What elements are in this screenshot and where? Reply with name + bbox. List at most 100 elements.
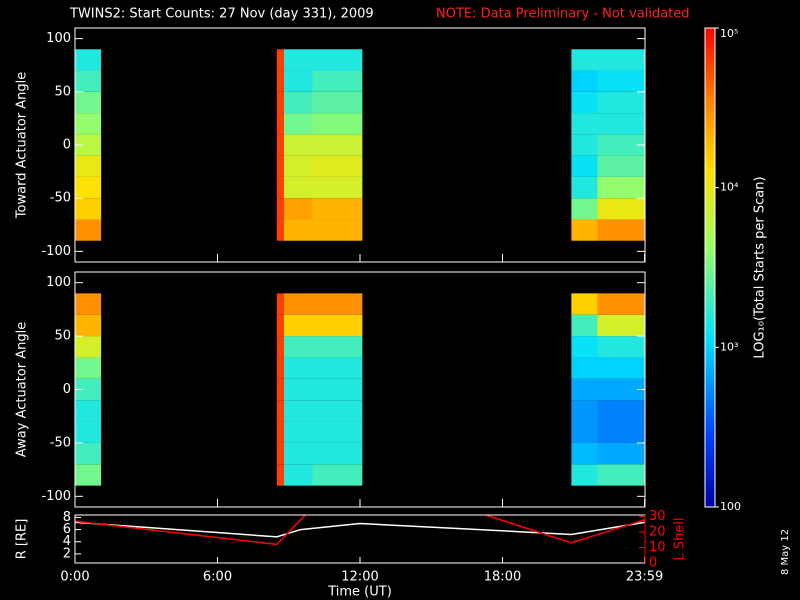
heatmap-cell bbox=[312, 198, 363, 220]
heatmap-cell bbox=[571, 176, 598, 199]
heatmap-cell bbox=[284, 378, 313, 401]
heatmap-cell bbox=[597, 219, 645, 241]
heatmap-cell bbox=[75, 314, 102, 337]
colorbar-tick-label: 10³ bbox=[720, 340, 738, 353]
x-axis-label: Time (UT) bbox=[327, 585, 392, 600]
heatmap-cell bbox=[312, 336, 363, 358]
heatmap-cell bbox=[597, 314, 645, 337]
heatmap-cell bbox=[276, 155, 284, 177]
heatmap-cell bbox=[284, 155, 313, 177]
heatmap-cell bbox=[312, 219, 363, 241]
heatmap-cell bbox=[312, 134, 363, 156]
y-tick-label: -100 bbox=[41, 489, 71, 504]
heatmap-cell bbox=[75, 357, 102, 379]
y2-tick-label: 0 bbox=[649, 556, 657, 571]
heatmap-cell bbox=[75, 113, 102, 135]
heatmap-cell bbox=[284, 198, 313, 220]
heatmap-cell bbox=[597, 91, 645, 114]
heatmap-cell bbox=[597, 155, 645, 177]
heatmap-cell bbox=[276, 176, 284, 199]
y-axis-label: Toward Actuator Angle bbox=[15, 72, 30, 219]
heatmap-cell bbox=[597, 336, 645, 358]
date: 8 May 12 bbox=[780, 529, 791, 575]
y-tick-label: 2 bbox=[63, 546, 71, 561]
y-tick-label: -100 bbox=[41, 244, 71, 259]
y-axis-label: R [RE] bbox=[15, 519, 30, 560]
heatmap-cell bbox=[571, 314, 598, 337]
heatmap-cell bbox=[597, 442, 645, 465]
heatmap-cell bbox=[276, 219, 284, 241]
heatmap-cell bbox=[75, 155, 102, 177]
heatmap-cell bbox=[75, 421, 102, 443]
heatmap-cell bbox=[312, 464, 363, 486]
heatmap-cell bbox=[312, 113, 363, 135]
heatmap-cell bbox=[571, 357, 598, 379]
heatmap-cell bbox=[276, 134, 284, 156]
heatmap-cell bbox=[75, 464, 102, 486]
heatmap-cell bbox=[312, 314, 363, 337]
heatmap-cell bbox=[571, 219, 598, 241]
heatmap-cell bbox=[75, 198, 102, 220]
heatmap-cell bbox=[276, 91, 284, 114]
heatmap-cell bbox=[284, 176, 313, 199]
data-line bbox=[74, 514, 646, 546]
heatmap-cell bbox=[571, 336, 598, 358]
heatmap-cell bbox=[75, 442, 102, 465]
colorbar-label: LOG₁₀(Total Starts per Scan) bbox=[753, 176, 768, 358]
heatmap-cell bbox=[284, 400, 313, 422]
y-tick-label: 100 bbox=[46, 275, 71, 290]
x-tick-label: 23:59 bbox=[626, 570, 663, 585]
heatmap-cell bbox=[312, 293, 363, 315]
heatmap-cell bbox=[312, 421, 363, 443]
y-tick-label: 50 bbox=[54, 329, 71, 344]
data-line bbox=[74, 521, 646, 538]
heatmap-cell bbox=[571, 113, 598, 135]
heatmap-cell bbox=[312, 70, 363, 92]
heatmap-cell bbox=[276, 293, 284, 315]
heatmap-cell bbox=[276, 442, 284, 465]
y-tick-label: -50 bbox=[50, 191, 71, 206]
heatmap-cell bbox=[276, 400, 284, 422]
x-tick-label: 12:00 bbox=[341, 570, 378, 585]
heatmap-cell bbox=[284, 219, 313, 241]
y-tick-label: -50 bbox=[50, 435, 71, 450]
heatmap-cell bbox=[284, 134, 313, 156]
heatmap-cell bbox=[597, 378, 645, 401]
heatmap-cell bbox=[276, 421, 284, 443]
heatmap-cell bbox=[284, 314, 313, 337]
heatmap-cell bbox=[284, 113, 313, 135]
plot-frame bbox=[74, 27, 646, 263]
heatmap-cell bbox=[597, 357, 645, 379]
heatmap-cell bbox=[276, 70, 284, 92]
heatmap-cell bbox=[75, 336, 102, 358]
heatmap-cell bbox=[75, 134, 102, 156]
heatmap-cell bbox=[312, 91, 363, 114]
heatmap-cell bbox=[276, 49, 284, 71]
heatmap-cell bbox=[276, 464, 284, 486]
heatmap-cell bbox=[597, 49, 645, 71]
heatmap-cell bbox=[75, 70, 102, 92]
heatmap-cell bbox=[284, 357, 313, 379]
heatmap-cell bbox=[312, 400, 363, 422]
heatmap-cell bbox=[571, 293, 598, 315]
heatmap-cell bbox=[75, 49, 102, 71]
heatmap-cell bbox=[597, 293, 645, 315]
heatmap-cell bbox=[571, 464, 598, 486]
y2-tick-label: 30 bbox=[649, 509, 666, 524]
x-tick-label: 0:00 bbox=[60, 570, 89, 585]
colorbar-tick-label: 100 bbox=[720, 500, 741, 513]
heatmap-cell bbox=[597, 70, 645, 92]
heatmap-cell bbox=[571, 155, 598, 177]
heatmap-cell bbox=[75, 176, 102, 199]
note: NOTE: Data Preliminary - Not validated bbox=[436, 7, 690, 22]
heatmap-cell bbox=[284, 49, 313, 71]
heatmap-cell bbox=[312, 357, 363, 379]
heatmap-cell bbox=[312, 176, 363, 199]
heatmap-cell bbox=[597, 134, 645, 156]
y-tick-label: 0 bbox=[63, 138, 71, 153]
heatmap-cell bbox=[312, 442, 363, 465]
colorbar-tick-label: 10⁴ bbox=[720, 181, 739, 194]
heatmap-cell bbox=[571, 70, 598, 92]
heatmap-cell bbox=[597, 176, 645, 199]
